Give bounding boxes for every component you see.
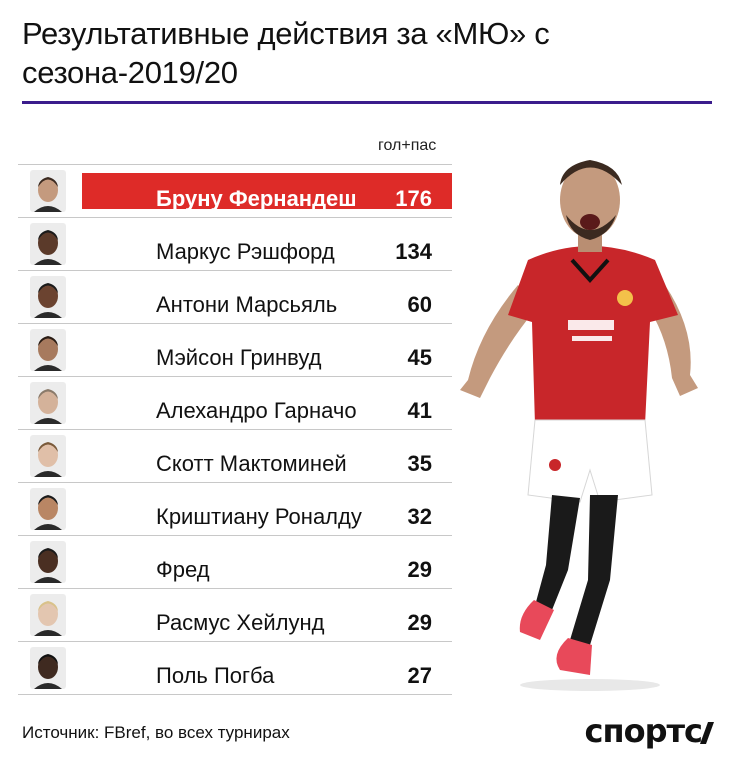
table-row: Фред 29 (18, 535, 452, 588)
ranking-table: Бруну Фернандеш 176 Маркус Рэшфорд 134 Антон… (18, 164, 452, 695)
brand-logo: спортс (585, 712, 715, 750)
player-name: Мэйсон Гринвуд (156, 345, 322, 370)
player-avatar (30, 329, 66, 371)
player-avatar (30, 541, 66, 583)
row-highlight-bar: Поль Погба 27 (82, 650, 452, 688)
column-header: гол+пас (378, 137, 437, 154)
player-avatar (30, 488, 66, 530)
player-value: 60 (407, 292, 432, 317)
table-row: Бруну Фернандеш 176 (18, 164, 452, 217)
table-row: Антони Марсьяль 60 (18, 270, 452, 323)
table-row: Расмус Хейлунд 29 (18, 588, 452, 641)
row-highlight-bar: Скотт Мактоминей 35 (82, 438, 452, 476)
row-highlight-bar: Расмус Хейлунд 29 (82, 597, 452, 635)
player-avatar (30, 594, 66, 636)
player-value: 29 (407, 610, 432, 635)
title-divider (22, 101, 712, 104)
player-value: 134 (395, 239, 432, 264)
player-name: Криштиану Роналду (156, 504, 362, 529)
table-row: Поль Погба 27 (18, 641, 452, 695)
player-name: Алехандро Гарначо (156, 398, 357, 423)
player-value: 32 (407, 504, 432, 529)
source-note: Источник: FBref, во всех турнирах (22, 723, 290, 742)
player-avatar (30, 170, 66, 212)
player-name: Антони Марсьяль (156, 292, 338, 317)
table-row: Скотт Мактоминей 35 (18, 429, 452, 482)
player-photo (460, 160, 698, 691)
row-highlight-bar: Бруну Фернандеш 176 (82, 173, 452, 211)
player-value: 176 (395, 186, 432, 211)
row-highlight-bar: Антони Марсьяль 60 (82, 279, 452, 317)
logo-mark-icon (699, 722, 715, 744)
player-avatar (30, 647, 66, 689)
row-highlight-bar: Криштиану Роналду 32 (82, 491, 452, 529)
player-avatar (30, 223, 66, 265)
player-name: Маркус Рэшфорд (156, 239, 335, 264)
player-avatar (30, 382, 66, 424)
table-row: Алехандро Гарначо 41 (18, 376, 452, 429)
player-name: Фред (156, 557, 210, 582)
player-value: 45 (407, 345, 432, 370)
row-highlight-bar: Маркус Рэшфорд 134 (82, 226, 452, 264)
table-row: Мэйсон Гринвуд 45 (18, 323, 452, 376)
player-name: Бруну Фернандеш (156, 186, 357, 211)
row-highlight-bar: Фред 29 (82, 544, 452, 582)
player-name: Поль Погба (156, 663, 275, 688)
table-row: Маркус Рэшфорд 134 (18, 217, 452, 270)
player-avatar (30, 276, 66, 318)
row-highlight-bar: Алехандро Гарначо 41 (82, 385, 452, 423)
player-name: Расмус Хейлунд (156, 610, 325, 635)
player-name: Скотт Мактоминей (156, 451, 347, 476)
player-value: 35 (407, 451, 432, 476)
player-avatar (30, 435, 66, 477)
row-highlight-bar: Мэйсон Гринвуд 45 (82, 332, 452, 370)
player-value: 29 (407, 557, 432, 582)
table-row: Криштиану Роналду 32 (18, 482, 452, 535)
player-value: 41 (407, 398, 432, 423)
player-value: 27 (407, 663, 432, 688)
chart-title: Результативные действия за «МЮ» с сезона… (22, 16, 550, 90)
